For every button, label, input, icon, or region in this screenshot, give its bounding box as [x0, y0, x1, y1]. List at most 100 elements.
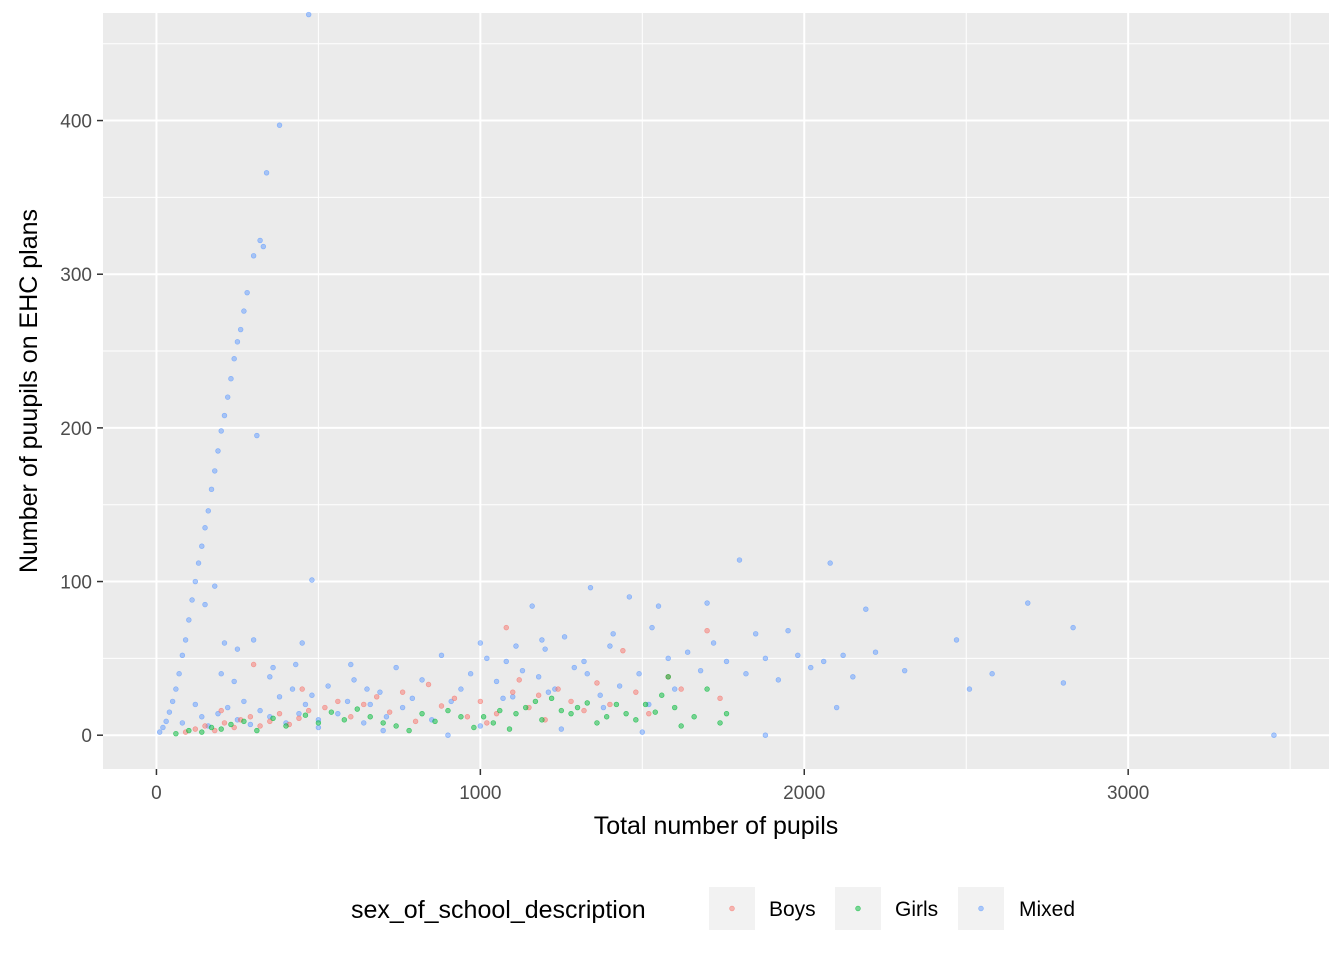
- data-point-mixed: [827, 560, 833, 566]
- data-point-mixed: [901, 667, 908, 674]
- x-tick-label: 1000: [459, 783, 501, 804]
- data-point-girls: [393, 723, 399, 729]
- data-point-mixed: [335, 710, 341, 717]
- major-gridlines: [103, 13, 1329, 769]
- minor-gridlines: [103, 13, 1329, 769]
- data-point-mixed: [467, 671, 474, 677]
- data-point-girls: [458, 714, 464, 720]
- data-point-mixed: [672, 686, 678, 692]
- data-point-mixed: [863, 606, 869, 612]
- legend-marker-mixed: [978, 905, 984, 912]
- data-point-mixed: [364, 686, 370, 692]
- x-tick-label: 2000: [783, 783, 825, 804]
- data-point-boys: [212, 727, 218, 734]
- data-point-girls: [432, 718, 438, 725]
- y-tick-label: 100: [60, 573, 92, 594]
- data-point-mixed: [723, 658, 730, 665]
- legend-label-mixed: Mixed: [1019, 898, 1075, 921]
- data-point-mixed: [325, 683, 331, 689]
- data-point-girls: [704, 686, 710, 692]
- data-point-mixed: [989, 671, 995, 677]
- legend-marker-girls: [855, 905, 861, 912]
- data-point-girls: [642, 701, 649, 708]
- data-point-mixed: [743, 671, 749, 677]
- data-point-boys: [704, 628, 710, 634]
- data-point-girls: [558, 707, 565, 714]
- data-point-boys: [477, 698, 484, 705]
- data-point-mixed: [655, 603, 662, 609]
- data-point-mixed: [399, 704, 406, 711]
- data-point-mixed: [202, 525, 208, 531]
- data-point-boys: [464, 714, 471, 720]
- data-point-boys: [438, 703, 445, 709]
- data-point-girls: [406, 727, 412, 734]
- data-point-boys: [620, 647, 626, 654]
- data-point-boys: [678, 686, 684, 692]
- data-point-mixed: [221, 640, 228, 646]
- data-point-mixed: [872, 649, 879, 655]
- y-tick-label: 200: [60, 419, 92, 440]
- legend-label-boys: Boys: [769, 898, 816, 921]
- data-point-boys: [276, 710, 283, 717]
- data-point-girls: [241, 718, 247, 725]
- data-point-girls: [270, 715, 276, 721]
- data-point-girls: [419, 710, 425, 717]
- data-point-girls: [315, 720, 322, 726]
- data-point-mixed: [558, 726, 565, 732]
- data-point-boys: [322, 704, 328, 711]
- data-point-boys: [247, 714, 254, 720]
- data-point-mixed: [195, 560, 202, 566]
- data-point-mixed: [156, 729, 163, 735]
- data-point-mixed: [561, 634, 568, 640]
- data-point-girls: [594, 720, 600, 726]
- data-point-mixed: [234, 339, 241, 345]
- data-point-mixed: [821, 658, 827, 665]
- data-point-mixed: [166, 709, 173, 715]
- legend-label-girls: Girls: [895, 898, 938, 921]
- data-point-mixed: [169, 698, 176, 705]
- data-point-girls: [186, 727, 192, 734]
- data-point-mixed: [438, 652, 445, 658]
- data-point-mixed: [267, 674, 273, 680]
- data-point-mixed: [393, 664, 399, 671]
- data-point-girls: [548, 695, 555, 702]
- data-point-mixed: [840, 652, 846, 658]
- data-point-mixed: [309, 692, 315, 698]
- data-point-mixed: [519, 667, 526, 674]
- data-point-boys: [646, 710, 652, 717]
- legend-marker-boys: [729, 905, 735, 912]
- data-point-girls: [691, 714, 697, 720]
- data-point-girls: [539, 717, 545, 723]
- data-point-mixed: [215, 710, 221, 717]
- data-point-boys: [568, 698, 574, 705]
- data-point-mixed: [665, 655, 671, 662]
- data-point-girls: [523, 704, 529, 711]
- data-point-mixed: [493, 678, 500, 685]
- data-point-boys: [594, 680, 600, 686]
- data-point-boys: [361, 701, 367, 708]
- data-point-mixed: [775, 677, 782, 683]
- data-point-mixed: [581, 658, 587, 665]
- data-point-mixed: [684, 649, 691, 655]
- data-point-mixed: [377, 689, 383, 695]
- data-point-mixed: [597, 692, 603, 698]
- data-point-mixed: [218, 671, 224, 677]
- data-point-girls: [445, 707, 451, 714]
- data-point-girls: [302, 712, 309, 718]
- data-point-girls: [471, 724, 477, 731]
- data-point-girls: [603, 714, 610, 720]
- data-point-mixed: [380, 727, 386, 734]
- data-point-girls: [254, 727, 260, 734]
- data-point-girls: [678, 723, 684, 729]
- data-point-mixed: [212, 468, 218, 474]
- data-point-mixed: [607, 643, 613, 649]
- data-point-mixed: [225, 704, 231, 711]
- data-point-mixed: [179, 720, 186, 726]
- data-point-mixed: [234, 646, 241, 652]
- data-point-boys: [335, 698, 341, 705]
- data-point-boys: [257, 723, 263, 729]
- data-point-mixed: [212, 583, 218, 589]
- data-point-girls: [173, 730, 179, 737]
- data-point-mixed: [250, 637, 257, 643]
